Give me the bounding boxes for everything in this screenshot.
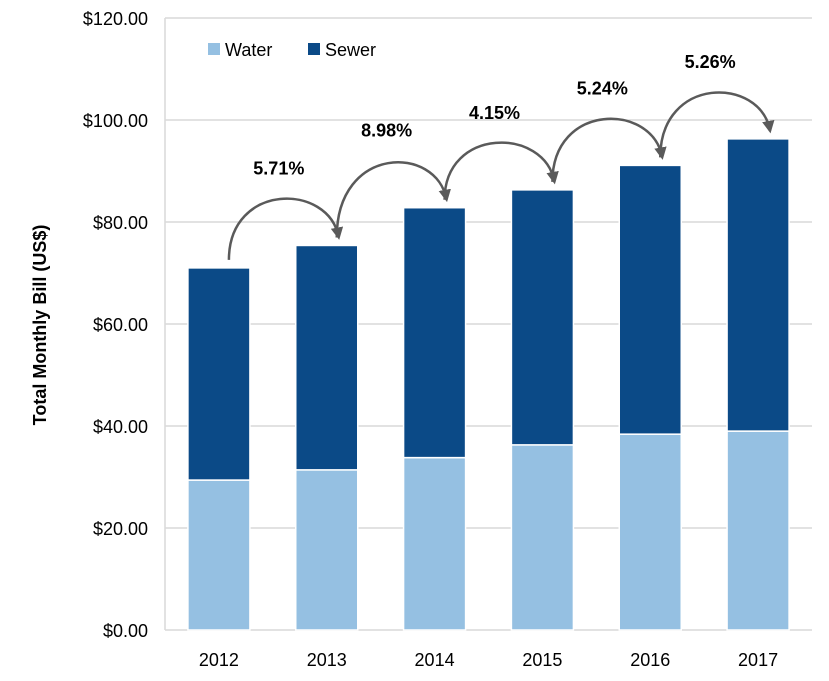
growth-label: 5.26% — [685, 52, 736, 72]
growth-label: 4.15% — [469, 103, 520, 123]
legend-label-water: Water — [225, 40, 272, 60]
y-tick-label: $100.00 — [83, 111, 148, 131]
legend-swatch-water — [208, 43, 220, 55]
y-tick-label: $20.00 — [93, 519, 148, 539]
y-tick-label: $40.00 — [93, 417, 148, 437]
bar-sewer-2013 — [295, 244, 359, 471]
growth-arrow — [443, 141, 559, 200]
growth-label: 5.24% — [577, 78, 628, 98]
growth-label: 5.71% — [253, 158, 304, 178]
bar-water-2012 — [187, 479, 251, 631]
y-tick-label: $120.00 — [83, 9, 148, 29]
bar-water-2013 — [295, 469, 359, 631]
growth-arrow — [551, 117, 667, 182]
x-tick-label: 2016 — [630, 650, 670, 670]
bar-sewer-2014 — [402, 206, 467, 459]
bar-water-2015 — [510, 444, 575, 631]
legend-label-sewer: Sewer — [325, 40, 376, 60]
y-axis-label: Total Monthly Bill (US$) — [30, 225, 50, 426]
x-tick-label: 2017 — [738, 650, 778, 670]
bar-sewer-2012 — [187, 267, 251, 481]
growth-label: 8.98% — [361, 121, 412, 141]
bar-sewer-2017 — [726, 138, 790, 432]
legend-swatch-sewer — [308, 43, 320, 55]
bar-sewer-2015 — [510, 189, 575, 446]
growth-arrow — [659, 91, 775, 158]
growth-arrow — [335, 161, 451, 238]
bar-water-2017 — [726, 430, 790, 631]
y-tick-label: $0.00 — [103, 621, 148, 641]
growth-arrow — [227, 197, 344, 260]
x-tick-label: 2013 — [307, 650, 347, 670]
y-tick-label: $60.00 — [93, 315, 148, 335]
x-tick-label: 2015 — [522, 650, 562, 670]
bar-sewer-2016 — [618, 164, 682, 435]
x-tick-label: 2014 — [415, 650, 455, 670]
bar-water-2014 — [402, 456, 467, 631]
y-tick-label: $80.00 — [93, 213, 148, 233]
bar-water-2016 — [618, 433, 682, 631]
x-tick-label: 2012 — [199, 650, 239, 670]
